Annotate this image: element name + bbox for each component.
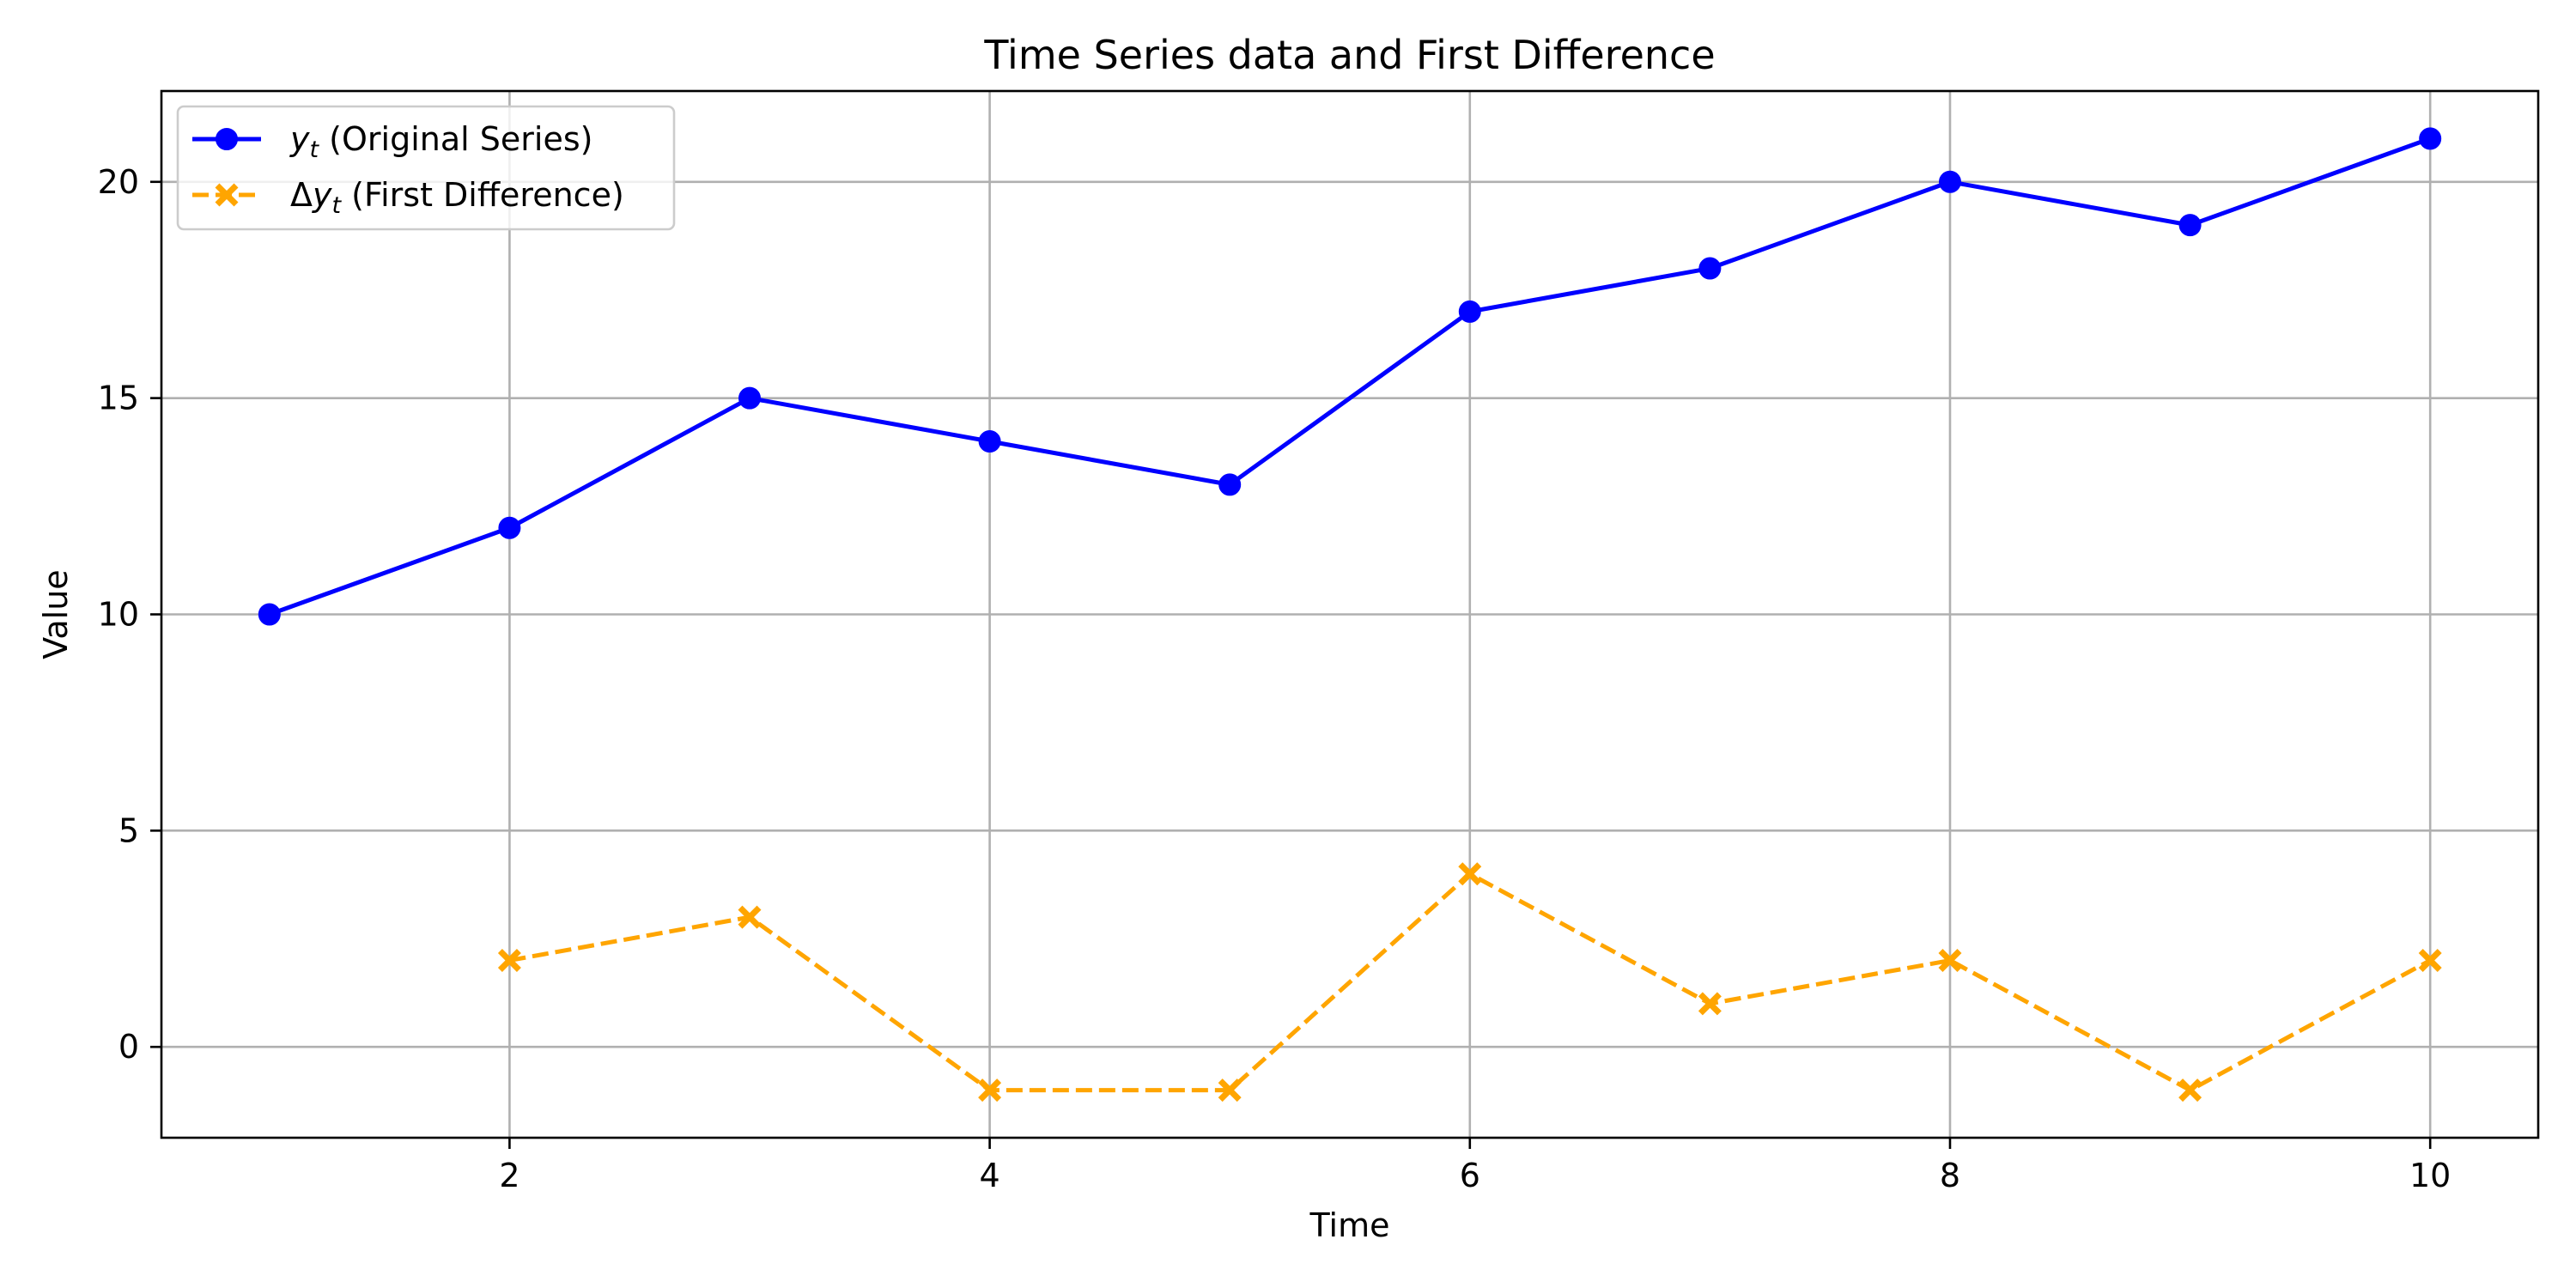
y-tick-label: 20 <box>98 163 139 201</box>
y-tick-label: 5 <box>118 811 139 849</box>
data-point <box>978 1078 1002 1103</box>
x-tick-label: 10 <box>2409 1157 2451 1194</box>
data-point <box>738 905 762 929</box>
marker-stroke <box>1938 949 1962 972</box>
series-layer <box>258 127 2442 1103</box>
y-tick-label: 15 <box>98 380 139 417</box>
data-point <box>497 949 521 972</box>
data-point <box>2419 127 2442 150</box>
legend-marker <box>216 128 238 150</box>
data-point <box>2178 214 2202 237</box>
marker-stroke <box>215 183 239 207</box>
x-tick-label: 2 <box>499 1157 519 1194</box>
data-point <box>738 386 762 410</box>
marker-stroke <box>978 1078 1002 1103</box>
legend-box <box>176 105 676 231</box>
marker-stroke <box>2178 1078 2202 1103</box>
y-tick-label: 10 <box>98 596 139 634</box>
data-point <box>498 516 521 539</box>
data-point <box>1218 1078 1242 1103</box>
ticks: 2 4 6 8 10 0 5 10 15 20 <box>98 163 2451 1194</box>
data-point <box>1698 257 1722 280</box>
series-original <box>258 127 2442 626</box>
data-point <box>978 430 1001 453</box>
marker-stroke <box>1458 862 1482 886</box>
series-line <box>268 137 2432 617</box>
data-point <box>2418 949 2442 972</box>
grid <box>161 91 2538 1138</box>
y-axis-label: Value <box>37 569 75 659</box>
data-point <box>258 603 281 626</box>
data-point <box>1458 862 1482 886</box>
y-tick-label: 0 <box>118 1028 139 1066</box>
marker-stroke <box>497 949 521 972</box>
legend-label: Δyt (First Difference) <box>290 176 624 219</box>
data-point <box>1938 949 1962 972</box>
marker-stroke <box>1218 1078 1242 1103</box>
series-first-difference <box>497 862 2442 1103</box>
marker-stroke <box>2418 949 2442 972</box>
x-axis-label: Time <box>1309 1206 1390 1244</box>
data-point <box>1938 170 1961 193</box>
x-tick-label: 8 <box>1940 1157 1960 1194</box>
data-point <box>1218 473 1242 496</box>
x-tick-label: 6 <box>1460 1157 1480 1194</box>
legend-marker <box>215 183 239 207</box>
legend: yt (Original Series) Δyt (First Differenc… <box>176 105 676 231</box>
data-point <box>2178 1078 2202 1103</box>
x-tick-label: 4 <box>980 1157 1000 1194</box>
data-point <box>1458 300 1481 323</box>
marker-stroke <box>1698 992 1722 1016</box>
marker-stroke <box>738 905 762 929</box>
data-point <box>1698 992 1722 1016</box>
legend-label: yt (Original Series) <box>289 120 592 163</box>
chart-title: Time Series data and First Difference <box>983 32 1715 78</box>
